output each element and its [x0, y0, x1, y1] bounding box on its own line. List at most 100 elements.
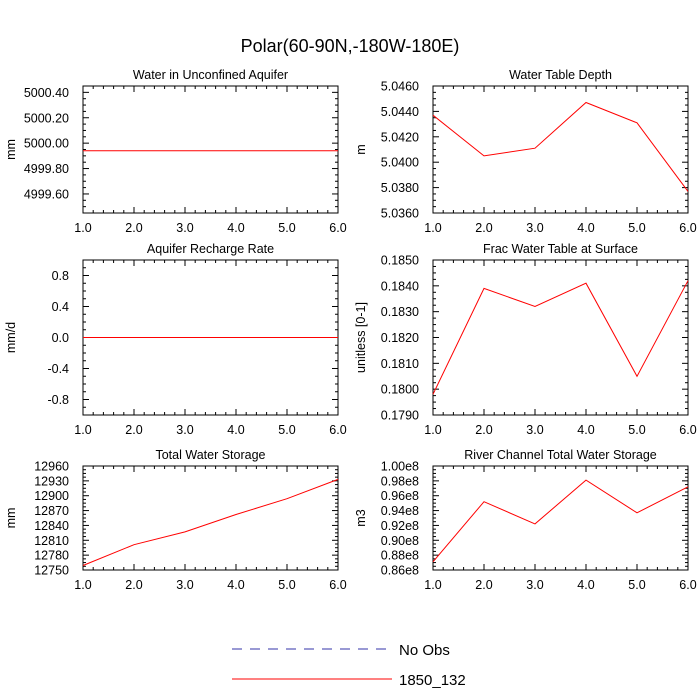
y-tick-label: 1.00e8 [381, 460, 419, 474]
y-axis-label: mm [4, 139, 18, 160]
y-tick-label: 12960 [34, 460, 69, 474]
figure-title: Polar(60-90N,-180W-180E) [241, 36, 460, 56]
x-tick-label: 3.0 [526, 423, 543, 437]
y-tick-label: 0.4 [52, 300, 69, 314]
series-line [432, 479, 689, 563]
y-tick-label: 5000.00 [24, 137, 69, 151]
y-tick-label: 12900 [34, 489, 69, 503]
x-tick-label: 2.0 [125, 221, 142, 235]
x-tick-label: 1.0 [424, 423, 441, 437]
x-tick-label: 5.0 [278, 423, 295, 437]
y-tick-label: 0.86e8 [381, 564, 419, 578]
x-tick-label: 3.0 [176, 423, 193, 437]
plot-frame [82, 85, 339, 214]
x-tick-label: 5.0 [628, 423, 645, 437]
y-tick-label: -0.8 [47, 393, 69, 407]
x-tick-label: 1.0 [424, 221, 441, 235]
y-tick-label: 12750 [34, 564, 69, 578]
chart-panel-4: Frac Water Table at Surface unitless [0-1… [354, 242, 697, 437]
x-tick-label: 2.0 [475, 578, 492, 592]
x-tick-label: 4.0 [227, 423, 244, 437]
x-tick-label: 2.0 [125, 578, 142, 592]
plot-frame [432, 85, 689, 214]
y-tick-label: 0.1790 [381, 409, 419, 423]
y-tick-label: 4999.80 [24, 162, 69, 176]
x-tick-label: 1.0 [424, 578, 441, 592]
y-axis-label: mm [4, 508, 18, 529]
x-tick-label: 3.0 [176, 221, 193, 235]
y-tick-label: 0.1820 [381, 331, 419, 345]
chart-title: Aquifer Recharge Rate [147, 242, 274, 256]
y-tick-label: 5.0400 [381, 156, 419, 170]
y-tick-label: 12780 [34, 549, 69, 563]
x-tick-label: 6.0 [679, 423, 696, 437]
y-tick-label: 0.1810 [381, 357, 419, 371]
y-tick-label: 0.92e8 [381, 519, 419, 533]
x-tick-label: 2.0 [125, 423, 142, 437]
x-tick-label: 3.0 [526, 578, 543, 592]
x-tick-label: 5.0 [628, 221, 645, 235]
y-tick-label: 0.94e8 [381, 504, 419, 518]
x-tick-label: 4.0 [227, 221, 244, 235]
x-tick-label: 3.0 [176, 578, 193, 592]
x-tick-label: 2.0 [475, 221, 492, 235]
legend: No Obs 1850_132 [232, 642, 466, 689]
legend-label-1850-132: 1850_132 [399, 672, 466, 689]
y-tick-label: 0.1800 [381, 383, 419, 397]
x-tick-label: 5.0 [278, 578, 295, 592]
x-tick-label: 4.0 [227, 578, 244, 592]
legend-label-no-obs: No Obs [399, 642, 450, 659]
x-tick-label: 4.0 [577, 578, 594, 592]
chart-title: Frac Water Table at Surface [483, 242, 638, 256]
x-tick-label: 1.0 [74, 578, 91, 592]
x-tick-label: 5.0 [628, 578, 645, 592]
y-tick-label: 5000.40 [24, 86, 69, 100]
y-tick-label: 5.0420 [381, 130, 419, 144]
y-axis-label: unitless [0-1] [354, 302, 368, 373]
y-tick-label: 12870 [34, 504, 69, 518]
x-tick-label: 4.0 [577, 221, 594, 235]
y-tick-label: 0.1840 [381, 279, 419, 293]
y-tick-label: 0.8 [52, 269, 69, 283]
y-tick-label: 5.0440 [381, 105, 419, 119]
chart-title: Water in Unconfined Aquifer [133, 68, 288, 82]
x-tick-label: 1.0 [74, 423, 91, 437]
x-tick-label: 6.0 [329, 221, 346, 235]
y-tick-label: 5.0380 [381, 181, 419, 195]
y-axis-label: mm/d [4, 322, 18, 353]
chart-panel-3: Aquifer Recharge Rate mm/d 1.0 2.0 3.0 4.0 5.0… [4, 242, 347, 437]
x-tick-label: 4.0 [577, 423, 594, 437]
y-tick-label: 0.90e8 [381, 534, 419, 548]
chart-panel-2: Water Table Depth m 1.0 2.0 3.0 4.0 5.0 6.0 5.03… [354, 68, 697, 235]
y-tick-label: 0.1830 [381, 305, 419, 319]
plot-frame [82, 465, 339, 571]
y-tick-label: -0.4 [47, 362, 69, 376]
y-axis-label: m3 [354, 509, 368, 526]
chart-panels: Water in Unconfined Aquifer mm 1.0 2.0 3.0 4.… [4, 68, 697, 592]
series-line [432, 101, 689, 192]
chart-panel-1: Water in Unconfined Aquifer mm 1.0 2.0 3.0 4.… [4, 68, 347, 235]
x-tick-label: 1.0 [74, 221, 91, 235]
chart-title: Water Table Depth [509, 68, 612, 82]
x-tick-label: 6.0 [679, 578, 696, 592]
y-tick-label: 0.1850 [381, 254, 419, 268]
y-tick-label: 0.96e8 [381, 489, 419, 503]
series-line [432, 280, 689, 395]
y-tick-label: 12930 [34, 474, 69, 488]
y-tick-label: 4999.60 [24, 187, 69, 201]
plot-frame [432, 259, 689, 416]
y-axis-label: m [354, 144, 368, 154]
chart-title: Total Water Storage [155, 448, 265, 462]
x-tick-label: 6.0 [329, 578, 346, 592]
y-tick-label: 0.0 [52, 331, 69, 345]
y-tick-label: 12810 [34, 534, 69, 548]
x-tick-label: 2.0 [475, 423, 492, 437]
x-tick-label: 6.0 [329, 423, 346, 437]
y-tick-label: 5000.20 [24, 111, 69, 125]
x-tick-label: 5.0 [278, 221, 295, 235]
plot-frame [432, 465, 689, 571]
chart-panel-5: Total Water Storage mm 1.0 2.0 3.0 4.0 5.0 6.0 1… [4, 448, 347, 592]
x-tick-label: 3.0 [526, 221, 543, 235]
chart-title: River Channel Total Water Storage [464, 448, 657, 462]
